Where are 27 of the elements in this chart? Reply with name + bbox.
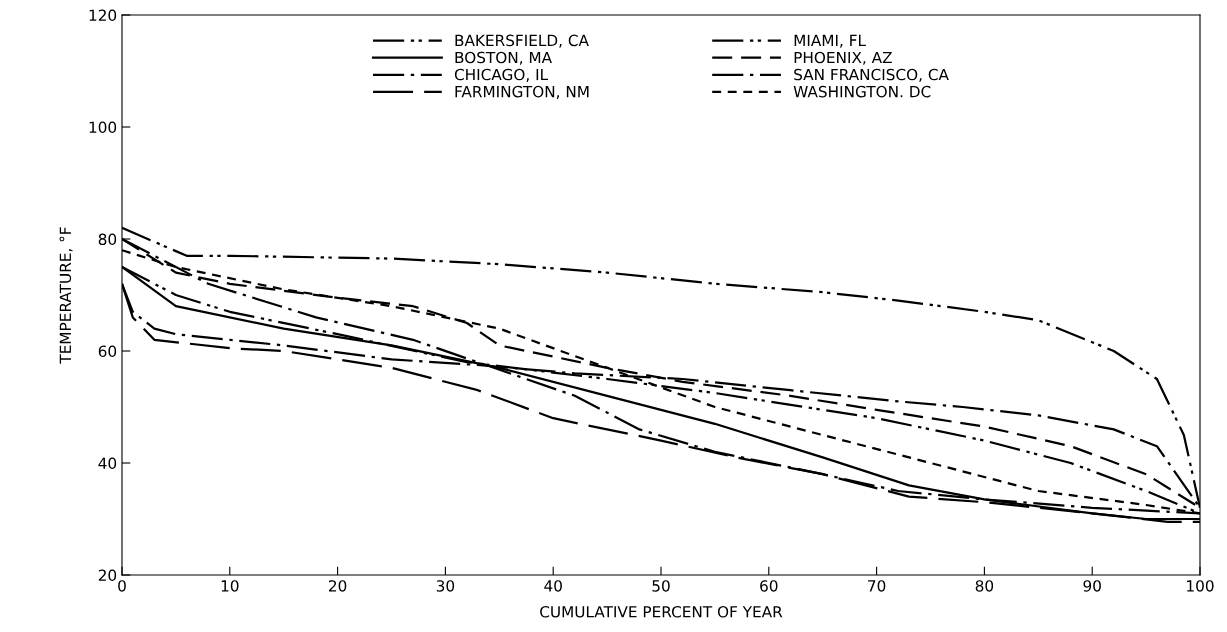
legend-label: CHICAGO, IL [454,68,549,82]
legend-label: SAN FRANCISCO, CA [794,68,949,82]
x-tick-label: 30 [436,580,455,592]
y-tick-label: 20 [98,569,117,582]
legend-label: FARMINGTON, NM [455,85,589,99]
x-tick-label: 40 [544,580,562,592]
legend-label: MIAMI, FL [794,34,866,48]
x-tick-label: 10 [221,580,239,592]
x-tick-label: 80 [975,580,994,592]
y-tick-label: 40 [98,457,117,470]
y-tick-label: 120 [89,9,117,22]
x-tick-label: 90 [1083,580,1101,592]
x-tick-label: 0 [118,580,126,592]
legend-label: PHOENIX, AZ [794,51,892,65]
x-tick-label: 100 [1187,580,1214,592]
x-tick-label: 60 [760,580,778,592]
y-tick-label: 80 [98,233,117,246]
legend-label: BOSTON, MA [455,51,552,65]
x-tick-label: 70 [868,580,886,592]
legend-label: WASHINGTON. DC [793,85,931,98]
y-tick-label: 60 [98,345,117,358]
x-tick-label: 20 [329,580,347,592]
x-tick-label: 50 [652,580,670,592]
x-axis-title: CUMULATIVE PERCENT OF YEAR [540,606,783,618]
legend-label: BAKERSFIELD, CA [455,34,589,48]
y-tick-label: 100 [89,121,117,134]
y-axis-title: TEMPERATURE, °F [59,227,73,364]
